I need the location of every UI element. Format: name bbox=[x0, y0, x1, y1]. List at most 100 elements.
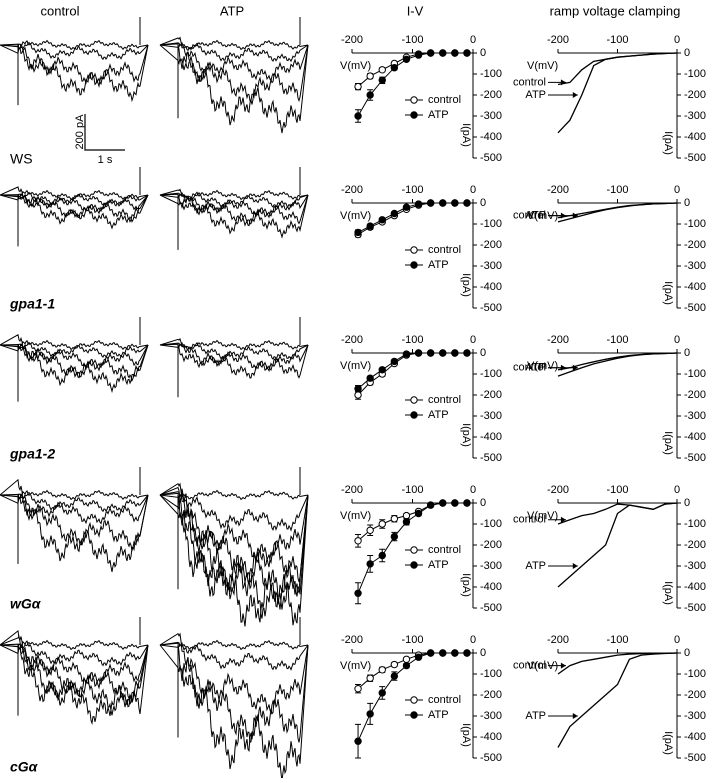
y-tick-label: -400 bbox=[480, 281, 502, 293]
capacitive-spike bbox=[177, 317, 301, 398]
y-tick-label: -100 bbox=[480, 68, 502, 80]
current-trace bbox=[0, 194, 149, 223]
current-trace bbox=[159, 482, 309, 565]
current-trace bbox=[0, 639, 149, 651]
current-trace bbox=[159, 491, 309, 532]
x-tick-label: -200 bbox=[547, 34, 569, 46]
y-axis-label: I(pA) bbox=[460, 723, 472, 747]
y-tick-label: -300 bbox=[480, 710, 502, 722]
x-tick-label: -200 bbox=[547, 484, 569, 496]
y-tick-label: 0 bbox=[480, 197, 486, 209]
y-tick-label: -300 bbox=[480, 560, 502, 572]
y-tick-label: -400 bbox=[480, 431, 502, 443]
y-tick-label: -100 bbox=[480, 368, 502, 380]
capacitive-spike bbox=[17, 167, 141, 247]
y-axis-label: I(pA) bbox=[662, 731, 674, 755]
x-tick-label: 0 bbox=[674, 184, 680, 196]
data-point bbox=[402, 203, 411, 211]
data-point bbox=[390, 660, 399, 669]
legend-label: control bbox=[428, 244, 461, 256]
x-tick-label: -100 bbox=[401, 184, 423, 196]
x-axis-label: V(mV) bbox=[340, 210, 371, 222]
data-point bbox=[451, 49, 459, 57]
series-line bbox=[357, 202, 467, 235]
current-trace bbox=[159, 492, 309, 583]
legend-label: ATP bbox=[428, 409, 449, 421]
y-tick-label: -300 bbox=[684, 110, 706, 122]
legend-label: control bbox=[428, 394, 461, 406]
current-trace bbox=[0, 189, 149, 201]
arrow-head bbox=[572, 563, 578, 569]
data-point bbox=[402, 661, 411, 670]
series-line bbox=[357, 202, 467, 233]
current-trace bbox=[159, 639, 309, 651]
y-tick-label: 0 bbox=[684, 497, 690, 509]
scale-time: 1 s bbox=[98, 154, 113, 166]
x-tick-label: 0 bbox=[470, 34, 476, 46]
data-point bbox=[378, 689, 386, 697]
y-tick-label: -300 bbox=[684, 260, 706, 272]
x-tick-label: -200 bbox=[341, 34, 363, 46]
data-point bbox=[366, 710, 374, 718]
series-line bbox=[557, 652, 678, 675]
data-point bbox=[354, 537, 362, 545]
capacitive-spike bbox=[17, 617, 141, 716]
arrow-head bbox=[572, 713, 578, 719]
y-tick-label: 0 bbox=[684, 647, 690, 659]
row-label: WS bbox=[10, 151, 33, 167]
legend-label: ATP bbox=[428, 259, 449, 271]
series-line bbox=[357, 52, 467, 87]
data-point bbox=[414, 200, 423, 208]
legend-marker bbox=[410, 96, 418, 104]
current-trace bbox=[0, 186, 149, 230]
data-point bbox=[439, 49, 447, 57]
x-axis-label: V(mV) bbox=[527, 210, 558, 222]
y-tick-label: -500 bbox=[684, 152, 706, 164]
x-tick-label: -100 bbox=[606, 34, 628, 46]
arrow-head bbox=[572, 92, 578, 98]
series-line bbox=[357, 52, 467, 117]
y-axis-label: I(pA) bbox=[460, 423, 472, 447]
data-point bbox=[378, 520, 386, 528]
x-tick-label: -200 bbox=[341, 634, 363, 646]
x-axis-label: V(mV) bbox=[340, 510, 371, 522]
capacitive-spike bbox=[17, 467, 141, 564]
current-trace bbox=[159, 632, 309, 715]
data-point bbox=[354, 685, 362, 693]
annotation-label: control bbox=[513, 660, 546, 672]
column-header: ramp voltage clamping bbox=[550, 3, 681, 18]
y-tick-label: -300 bbox=[684, 710, 706, 722]
y-tick-label: -100 bbox=[684, 368, 706, 380]
x-axis-label: V(mV) bbox=[340, 360, 371, 372]
y-tick-label: -500 bbox=[480, 302, 502, 314]
legend-marker bbox=[410, 261, 418, 269]
y-tick-label: -500 bbox=[684, 602, 706, 614]
column-header: ATP bbox=[220, 3, 244, 18]
y-tick-label: -100 bbox=[480, 218, 502, 230]
row-label: cGα bbox=[10, 759, 39, 775]
data-point bbox=[463, 349, 471, 357]
scale-current: 200 pA bbox=[74, 114, 86, 150]
legend-marker bbox=[410, 561, 418, 569]
current-trace bbox=[159, 644, 309, 778]
data-point bbox=[390, 532, 399, 541]
data-point bbox=[439, 649, 447, 657]
data-point bbox=[414, 349, 423, 357]
current-trace bbox=[159, 41, 309, 63]
data-point bbox=[378, 216, 386, 224]
current-trace bbox=[0, 640, 149, 667]
legend-marker bbox=[410, 111, 418, 119]
x-tick-label: -100 bbox=[606, 634, 628, 646]
annotation-label: ATP bbox=[525, 710, 546, 722]
data-point bbox=[390, 672, 399, 680]
annotation-label: control bbox=[513, 210, 546, 222]
x-tick-label: 0 bbox=[674, 484, 680, 496]
legend-label: control bbox=[428, 94, 461, 106]
x-axis-label: V(mV) bbox=[340, 660, 371, 672]
y-tick-label: -400 bbox=[684, 131, 706, 143]
x-tick-label: 0 bbox=[470, 634, 476, 646]
row-label: gpa1-1 bbox=[9, 296, 55, 312]
series-line bbox=[557, 652, 678, 748]
x-tick-label: -100 bbox=[606, 484, 628, 496]
